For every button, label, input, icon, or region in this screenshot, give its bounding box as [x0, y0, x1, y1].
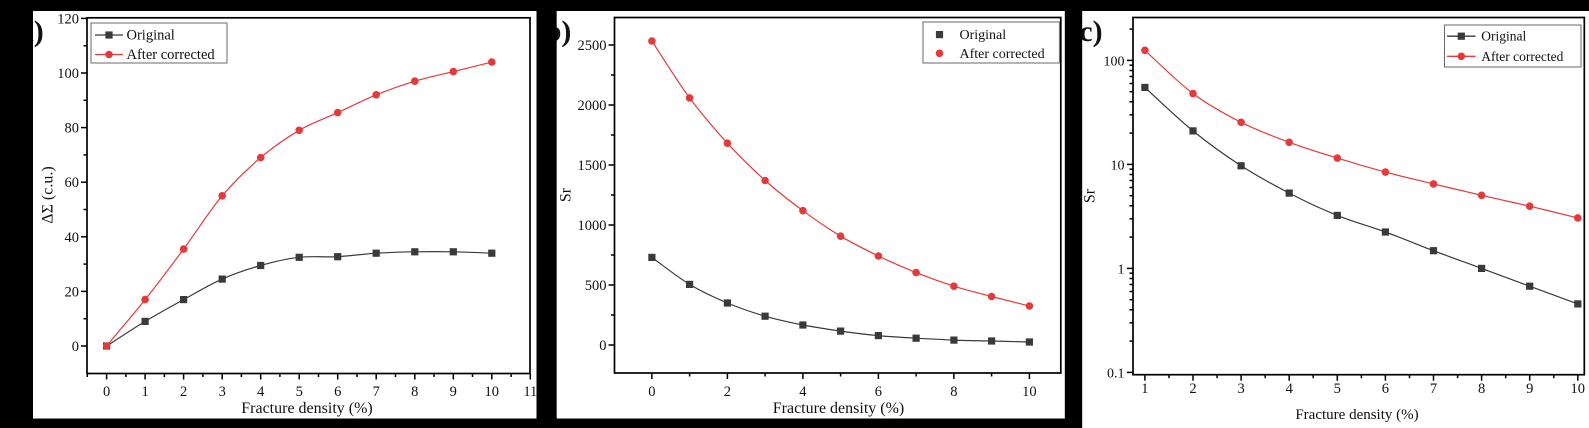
svg-text:1: 1 [141, 384, 148, 400]
svg-text:1500: 1500 [578, 158, 607, 174]
svg-text:0.1: 0.1 [1107, 366, 1125, 381]
svg-text:Sr: Sr [1082, 188, 1099, 203]
svg-text:4: 4 [799, 384, 807, 400]
svg-text:4: 4 [1286, 381, 1294, 397]
svg-text:6: 6 [1382, 381, 1389, 397]
svg-text:1: 1 [1141, 381, 1148, 397]
svg-text:60: 60 [65, 175, 80, 191]
svg-text:Fracture density (%): Fracture density (%) [241, 400, 373, 417]
svg-text:5: 5 [296, 384, 303, 400]
svg-text:After corrected: After corrected [960, 47, 1045, 62]
svg-text:120: 120 [57, 11, 79, 27]
svg-text:0: 0 [648, 384, 655, 400]
svg-text:3: 3 [1237, 381, 1244, 397]
svg-text:0: 0 [72, 339, 79, 355]
svg-text:6: 6 [334, 384, 341, 400]
svg-text:Fracture density (%): Fracture density (%) [1295, 407, 1418, 423]
svg-text:Original: Original [1481, 29, 1526, 44]
svg-text:7: 7 [373, 384, 380, 400]
svg-text:20: 20 [65, 284, 80, 300]
svg-text:10: 10 [1022, 384, 1037, 400]
svg-text:0: 0 [599, 338, 606, 354]
svg-text:6: 6 [875, 384, 882, 400]
svg-text:2: 2 [724, 384, 731, 400]
svg-text:Original: Original [127, 28, 175, 44]
svg-text:2: 2 [180, 384, 187, 400]
svg-text:2500: 2500 [578, 38, 607, 54]
svg-text:Fracture density (%): Fracture density (%) [773, 400, 905, 417]
svg-text:100: 100 [57, 66, 79, 82]
svg-text:After corrected: After corrected [127, 47, 216, 63]
svg-text:ΔΣ (c.u.): ΔΣ (c.u.) [40, 166, 57, 223]
svg-text:80: 80 [65, 121, 80, 137]
svg-text:1: 1 [1118, 262, 1125, 277]
svg-text:8: 8 [411, 384, 418, 400]
svg-text:5: 5 [1334, 381, 1341, 397]
svg-text:c): c) [1079, 15, 1102, 48]
svg-text:3: 3 [219, 384, 226, 400]
svg-text:10: 10 [1111, 158, 1125, 173]
svg-text:Sr: Sr [558, 187, 575, 202]
svg-text:500: 500 [585, 278, 607, 294]
svg-text:8: 8 [1478, 381, 1485, 397]
svg-text:7: 7 [1430, 381, 1437, 397]
svg-text:After corrected: After corrected [1481, 49, 1563, 64]
svg-text:100: 100 [1104, 54, 1125, 69]
svg-text:9: 9 [450, 384, 457, 400]
svg-text:2000: 2000 [578, 98, 607, 114]
svg-text:4: 4 [257, 384, 265, 400]
svg-text:9: 9 [1526, 381, 1533, 397]
svg-text:8: 8 [950, 384, 957, 400]
svg-text:11: 11 [523, 384, 537, 400]
svg-text:0: 0 [103, 384, 110, 400]
svg-text:1000: 1000 [578, 218, 607, 234]
svg-text:2: 2 [1189, 381, 1196, 397]
svg-text:40: 40 [65, 230, 80, 246]
svg-text:10: 10 [1571, 381, 1586, 397]
svg-text:10: 10 [485, 384, 500, 400]
svg-text:Original: Original [960, 28, 1007, 43]
